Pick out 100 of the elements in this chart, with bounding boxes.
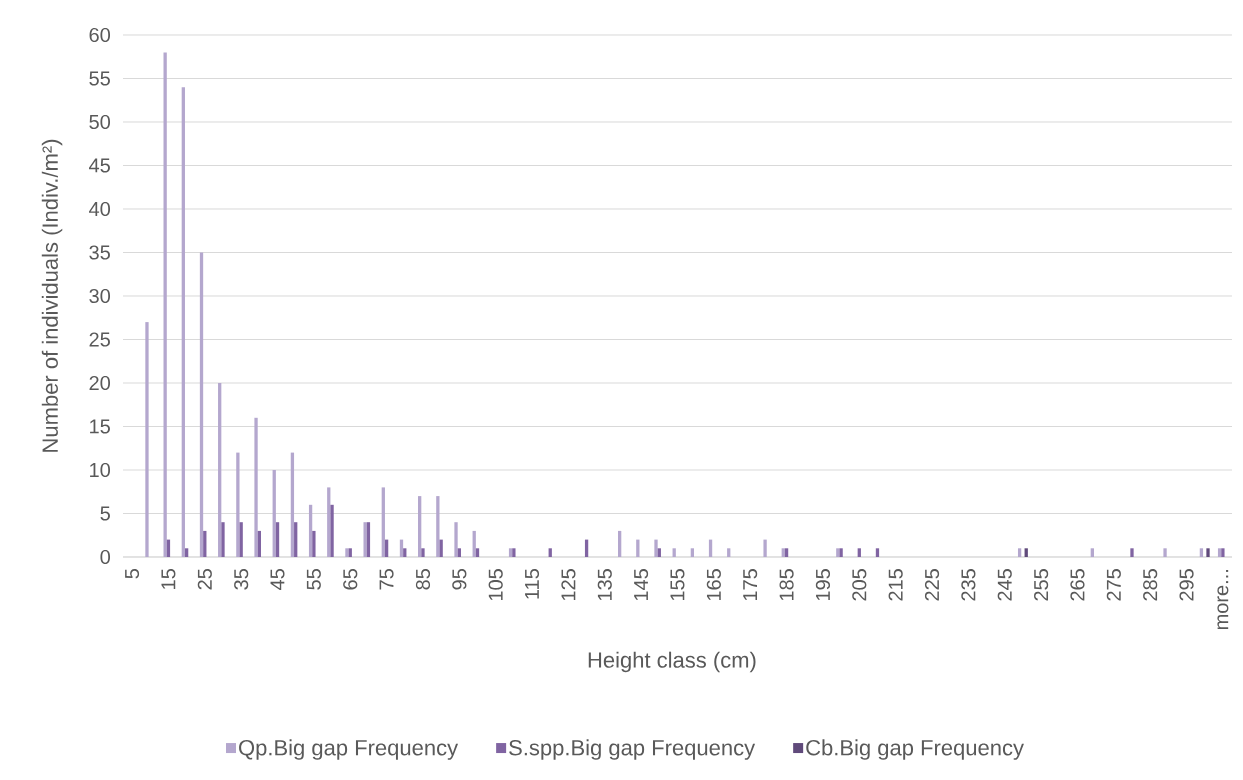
x-tick-label: 215 [888,569,903,601]
x-tick-label: 75 [379,569,394,590]
bar [472,530,476,557]
bar [475,548,480,557]
bar [1217,548,1222,557]
x-tick-label: 195 [815,569,831,601]
x-tick-label: 265 [1070,569,1085,601]
x-tick-label: 35 [234,569,249,590]
bar [145,322,149,557]
x-tick-label: 5 [125,569,140,579]
bar [1221,548,1225,557]
bar [1130,548,1134,557]
bar [184,548,189,557]
x-tick-label: 245 [997,569,1012,601]
bar [454,522,458,557]
bar [457,548,461,557]
x-tick-label: 135 [597,569,612,601]
bar [275,522,280,557]
bar [257,530,261,557]
bar [690,548,695,557]
x-tick-label: 85 [415,569,431,590]
bar [436,496,440,557]
y-axis-title: Number of individuals (Indiv./m²) [41,139,63,452]
bar [330,504,334,557]
y-tick-label: 25 [89,332,110,347]
x-tick-label: 185 [779,569,794,601]
bar [272,470,276,557]
x-tick-label: 225 [924,569,940,601]
bar [363,522,367,557]
x-tick-label: 105 [488,569,503,601]
x-tick-label: 125 [561,569,576,601]
bar [857,548,861,557]
x-tick-label: 255 [1034,569,1049,601]
bar [312,530,316,557]
bar [290,452,295,557]
x-tick-label: 15 [161,569,176,589]
bar [203,530,207,557]
x-tick-label: 55 [306,569,321,590]
bar [421,548,425,557]
bar [508,548,513,557]
bar [763,539,767,557]
bar [875,548,880,557]
bar [672,548,676,557]
bar [1199,548,1204,557]
bar [784,548,789,557]
x-tick-label: 155 [670,569,685,601]
bar [254,417,258,557]
bar [218,383,222,557]
bar [308,504,313,557]
x-tick-label: 205 [852,569,867,601]
legend-label: Qp.Big gap Frequency [239,739,459,760]
bar [1163,548,1167,557]
bar [163,52,167,557]
y-tick-label: 30 [89,288,111,304]
bar [239,522,243,557]
bar [366,522,371,557]
bar [1017,548,1022,557]
bar [199,252,204,557]
y-tick-label: 5 [100,506,110,521]
bar [1090,548,1094,557]
bar [1024,548,1028,557]
bar [781,548,785,557]
x-tick-label: 65 [343,569,358,590]
x-tick-label: 235 [961,569,976,601]
bar [181,87,185,557]
legend-label: S.spp.Big gap Frequency [509,739,756,760]
bar [381,487,385,557]
bar [657,548,661,557]
bar [512,548,516,557]
y-tick-label: 10 [90,462,111,478]
bar [418,496,422,557]
bar [548,548,552,557]
bar [727,548,731,557]
y-tick-label: 55 [89,71,110,86]
x-tick-label: 25 [197,569,212,590]
y-tick-label: 40 [89,201,111,217]
x-tick-label: 95 [452,569,467,590]
legend-label: Cb.Big gap Frequency [806,739,1024,760]
bar [1206,548,1210,557]
y-tick-label: 20 [89,375,111,391]
x-axis-title: Height class (cm) [588,651,756,673]
bar [294,522,298,557]
bar [618,530,622,557]
bar [221,522,225,557]
y-tick-label: 60 [89,27,111,43]
x-tick-label: 275 [1106,569,1121,601]
bar [327,487,331,557]
x-tick-label: 295 [1179,569,1194,601]
y-tick-label: 50 [89,114,111,130]
y-tick-label: 15 [90,419,110,434]
x-tick-label: 115 [525,569,540,599]
x-tick-label: 165 [706,569,721,601]
bar [654,539,658,557]
bar [236,452,240,557]
x-tick-label: 145 [634,569,649,601]
y-tick-label: 45 [89,158,110,173]
x-tick-label: 285 [1143,569,1158,601]
x-tick-label: 175 [743,569,758,601]
y-tick-label: 35 [89,245,110,260]
x-tick-label: more... [1217,570,1229,630]
